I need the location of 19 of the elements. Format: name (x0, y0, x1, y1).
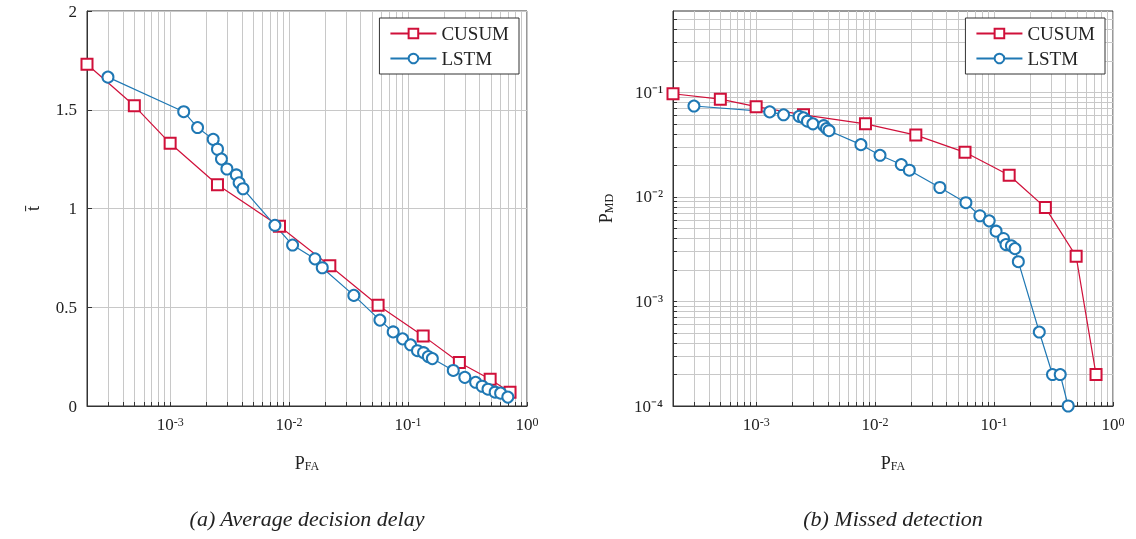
y-tick-label: 10⁻¹ (634, 82, 663, 102)
text: (b) Missed detection (803, 505, 983, 531)
y-tick-label: 10⁻² (634, 187, 663, 207)
y-tick-label: 10⁻⁴ (634, 396, 664, 416)
legend-label: LSTM (1027, 48, 1079, 69)
y-tick-label: 0.5 (55, 297, 77, 317)
legend-label: LSTM (441, 48, 493, 69)
text: (a) Average decision delay (189, 505, 425, 531)
y-tick-label: 0 (68, 396, 77, 416)
y-axis-title: t̄ (23, 205, 43, 212)
y-tick-label: 1.5 (55, 100, 77, 120)
x-axis-title: PFA (880, 453, 906, 473)
legend-label: CUSUM (441, 23, 510, 44)
y-tick-label: 1 (68, 199, 77, 218)
legend-label: CUSUM (1027, 23, 1096, 44)
y-tick-label: 10⁻³ (634, 291, 663, 311)
y-tick-label: 2 (68, 1, 77, 21)
x-axis-title: PFA (294, 453, 320, 473)
y-axis-title: PMD (596, 193, 616, 224)
